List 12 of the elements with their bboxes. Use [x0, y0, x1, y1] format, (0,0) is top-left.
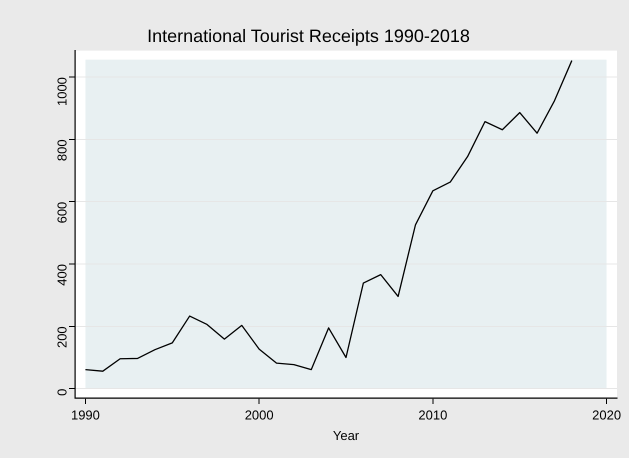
y-tick-label: 0 [54, 388, 70, 396]
y-tick-label: 800 [54, 139, 70, 162]
y-tick-label: 400 [54, 264, 70, 286]
y-tick-label: 1000 [54, 77, 70, 106]
x-axis-title: Year [332, 428, 360, 443]
x-tick-label: 2020 [592, 407, 622, 422]
x-tick-label: 1990 [70, 407, 100, 422]
y-tick-label: 600 [54, 202, 70, 224]
x-tick-label: 2000 [244, 407, 274, 422]
y-tick-label: 200 [54, 326, 70, 348]
x-tick-label: 2010 [418, 407, 448, 422]
chart-title: International Tourist Receipts 1990-2018 [147, 26, 470, 46]
